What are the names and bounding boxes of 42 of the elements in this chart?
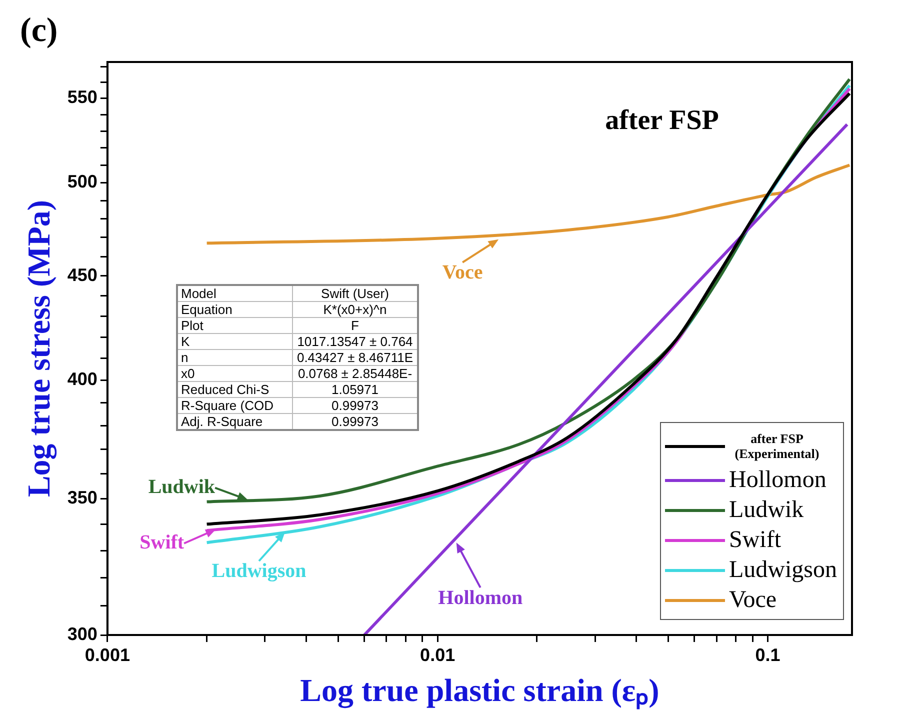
annotation: n	[177, 350, 292, 366]
annotation: Model	[177, 285, 292, 302]
legend-label: after FSP (Experimental)	[734, 431, 820, 461]
legend-label: Ludwigson	[729, 556, 837, 584]
annotation: Swift (User)	[292, 285, 418, 302]
annotation: 1017.13547 ± 0.764	[292, 334, 418, 350]
annotation: Equation	[177, 302, 292, 318]
legend-label: Swift	[729, 526, 782, 554]
y-tick-label: 500	[67, 172, 98, 192]
annotation: 0.0768 ± 2.85448E-	[292, 366, 418, 382]
y-tick-label: 300	[67, 624, 98, 644]
text: (c)	[20, 12, 58, 50]
annotation: Voce	[442, 262, 483, 284]
annotation: K*(x0+x)^n	[292, 302, 418, 318]
annotation: 1.05971	[292, 382, 418, 398]
annotation: 0.99973	[292, 414, 418, 430]
y-axis-title: Log true stress (MPa)	[20, 200, 58, 498]
y-tick-label: 550	[67, 87, 98, 108]
legend-label: Voce	[729, 586, 777, 614]
annotation: Swift	[140, 532, 184, 554]
y-tick-label: 400	[67, 369, 98, 390]
annotation: R-Square (COD	[177, 398, 292, 414]
annotation: 0.99973	[292, 398, 418, 414]
x-tick-label: 0.001	[84, 644, 130, 665]
legend-label: Hollomon	[729, 466, 826, 494]
annotation: Reduced Chi-S	[177, 382, 292, 398]
y-tick-label: 350	[67, 487, 98, 508]
annotation: x0	[177, 366, 292, 382]
annotation: Ludwigson	[212, 560, 306, 582]
legend-label: Ludwik	[729, 496, 804, 524]
annotation: K	[177, 334, 292, 350]
annotation: 0.43427 ± 8.46711E	[292, 350, 418, 366]
text: after FSP	[605, 105, 719, 136]
annotation: Ludwik	[148, 476, 216, 498]
x-axis-title: Log true plastic strain (εₚ)	[300, 672, 660, 710]
annotation: F	[292, 318, 418, 334]
annotation: Adj. R-Square	[177, 414, 292, 430]
annotation: Plot	[177, 318, 292, 334]
x-tick-label: 0.1	[755, 644, 780, 665]
y-tick-label: 450	[67, 264, 98, 285]
annotation: Hollomon	[438, 586, 523, 609]
x-tick-label: 0.01	[420, 644, 456, 665]
